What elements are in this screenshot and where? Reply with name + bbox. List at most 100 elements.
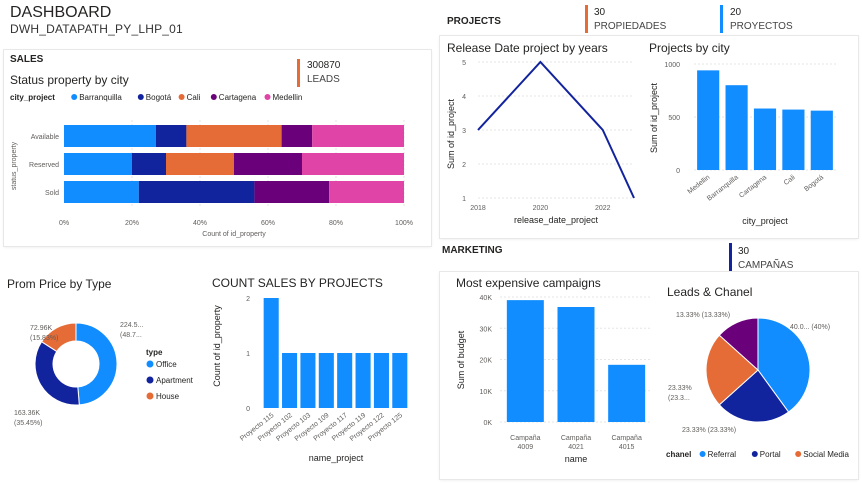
bar (318, 353, 334, 408)
leads-kpi-label: LEADS (307, 74, 340, 85)
prom-chart-title: Prom Price by Type (7, 277, 112, 291)
release-chart-title: Release Date project by years (447, 41, 608, 55)
x-tick-label: 80% (329, 220, 343, 227)
y-axis-label: Sum of id_project (446, 98, 456, 169)
legend-label-3: Cartagena (219, 93, 257, 102)
projects-section-title: PROJECTS (447, 16, 501, 27)
y-tick-label: 0 (246, 406, 250, 413)
legend-label-0: Barranquilla (79, 93, 122, 102)
x-tick-label: 40% (193, 220, 207, 227)
x-tick-label: 4015 (619, 444, 635, 451)
legend-label-2: Cali (187, 93, 201, 102)
category-label: Reserved (29, 162, 59, 169)
sales-section-title: SALES (10, 54, 44, 65)
bar (282, 353, 298, 408)
sales-card (4, 50, 431, 246)
pie-slice (718, 317, 759, 372)
legend-marker-3 (210, 94, 217, 100)
x-tick-label: Campaña (561, 435, 591, 442)
y-tick-label: 1000 (664, 62, 680, 69)
y-tick-label: 1 (462, 196, 466, 203)
bar-segment (155, 125, 187, 147)
x-tick-label: 20% (125, 220, 139, 227)
legend-title: chanel (666, 450, 691, 459)
pie-slice (757, 317, 811, 413)
legend-label-1: Bogotá (146, 93, 172, 102)
proyectos-kpi-value: 20 (730, 7, 742, 18)
slice-label: 163.36K (14, 410, 40, 417)
page-title: DASHBOARD (10, 4, 112, 21)
status-chart-title: Status property by city (10, 73, 129, 87)
bar (373, 353, 389, 408)
pie-slice (718, 369, 790, 423)
x-tick-label: 60% (261, 220, 275, 227)
bar (608, 364, 646, 422)
bar-segment (234, 153, 302, 175)
count-chart-title: COUNT SALES BY PROJECTS (212, 276, 383, 290)
legend-label: House (156, 392, 180, 401)
bar-segment (132, 153, 166, 175)
y-tick-label: 3 (462, 128, 466, 135)
x-tick-label: 4009 (518, 444, 534, 451)
legend-marker (699, 451, 706, 457)
bar-segment (138, 181, 255, 203)
bar-segment (281, 125, 313, 147)
bar-segment (64, 153, 132, 175)
bar (725, 85, 748, 170)
leads-kpi-bar (297, 59, 300, 87)
y-tick-label: 500 (668, 115, 680, 122)
pie-slice (34, 340, 80, 406)
y-tick-label: 40K (480, 295, 493, 302)
legend-marker (751, 451, 758, 457)
x-tick-label: 2022 (595, 205, 611, 212)
bar-segment (312, 125, 404, 147)
x-axis-label: name_project (309, 453, 364, 463)
x-tick-label: 2020 (533, 205, 549, 212)
legend-label: Social Media (803, 450, 849, 459)
slice-label: (23.3... (668, 395, 690, 402)
legend-marker (146, 360, 154, 368)
x-axis-label: Count of id_property (202, 231, 266, 238)
leads-chart: 40.0... (40%) 23.33% (23.33%) 23.33% (23.3.… (666, 312, 850, 459)
campanas-kpi-value: 30 (738, 246, 750, 257)
legend-label: Referral (708, 450, 737, 459)
pie-slice (75, 322, 118, 406)
bar (355, 353, 371, 408)
slice-label: (35.45%) (14, 420, 42, 427)
x-axis-label: city_project (742, 216, 788, 226)
propiedades-kpi-bar (585, 5, 588, 33)
legend-marker (146, 392, 154, 400)
pie-slice (705, 334, 759, 406)
y-axis-label: status_property (11, 141, 18, 190)
x-tick-label: 0% (59, 220, 69, 227)
x-tick-label: 100% (395, 220, 413, 227)
x-tick-label: 2018 (470, 205, 486, 212)
campanas-kpi-bar (729, 243, 732, 271)
slice-label: 23.33% (23.33%) (682, 427, 736, 434)
y-tick-label: 5 (462, 60, 466, 67)
y-axis-label: Sum of id_project (649, 82, 659, 153)
x-tick-label: 4021 (568, 444, 584, 451)
slice-label: 23.33% (668, 385, 692, 392)
bar (300, 353, 316, 408)
y-axis-label: Count of id_property (212, 305, 222, 387)
y-tick-label: 1 (246, 351, 250, 358)
bar-segment (329, 181, 404, 203)
slice-label: 40.0... (40%) (790, 324, 830, 331)
y-tick-label: 0 (676, 168, 680, 175)
y-tick-label: 0K (483, 420, 492, 427)
x-tick-label: Bogotá (803, 174, 825, 193)
legend-label: Office (156, 360, 177, 369)
bar (810, 110, 833, 170)
x-tick-label: Barranquilla (706, 174, 740, 203)
leads-kpi-value: 300870 (307, 60, 341, 71)
legend-label: Portal (760, 450, 781, 459)
y-tick-label: 2 (462, 162, 466, 169)
release-chart: 1 2 3 4 5 2018 2020 2022 release_date_project Sum… (446, 60, 635, 225)
legend-marker-2 (178, 94, 185, 100)
bar (263, 298, 279, 408)
legend-title: type (146, 348, 163, 357)
bar (753, 108, 777, 170)
slice-label: 72.96K (30, 325, 53, 332)
